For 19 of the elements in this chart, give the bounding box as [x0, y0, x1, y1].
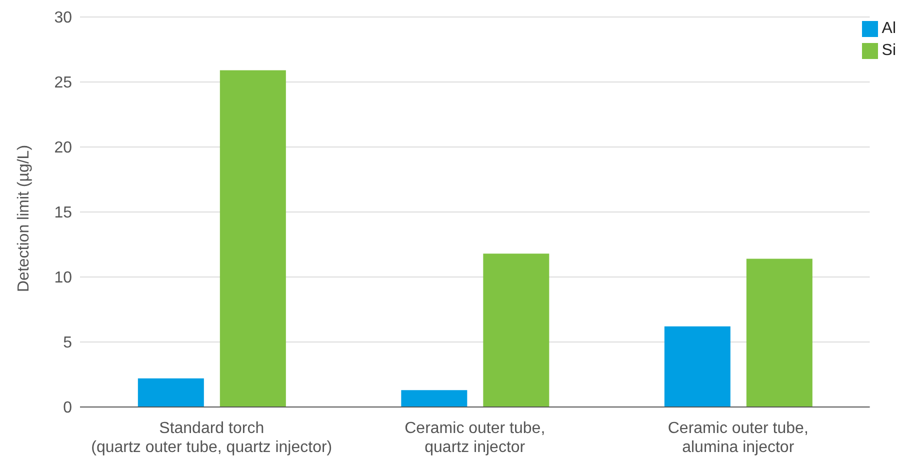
y-tick-label: 25 — [54, 74, 72, 92]
legend-label: Al — [882, 20, 896, 37]
bar — [664, 326, 730, 407]
bar — [483, 254, 550, 407]
y-tick-label: 20 — [54, 140, 72, 157]
x-tick-label: Standard torch (quartz outer tube, quartz injector) — [91, 420, 332, 456]
y-tick-label: 15 — [54, 204, 72, 222]
legend-label: Si — [882, 42, 896, 59]
y-tick-label: 5 — [63, 334, 72, 352]
bar — [401, 390, 468, 407]
bar — [746, 258, 812, 407]
x-tick-label: Ceramic outer tube, quartz injector — [404, 420, 546, 456]
y-tick-label: 30 — [54, 10, 72, 27]
y-axis-title: Detection limit (µg/L) — [16, 144, 33, 292]
y-tick-label: 0 — [63, 400, 72, 417]
bar — [138, 378, 204, 407]
bar — [220, 70, 286, 407]
x-tick-label: Ceramic outer tube, alumina injector — [668, 420, 808, 456]
y-tick-label: 10 — [54, 270, 72, 287]
